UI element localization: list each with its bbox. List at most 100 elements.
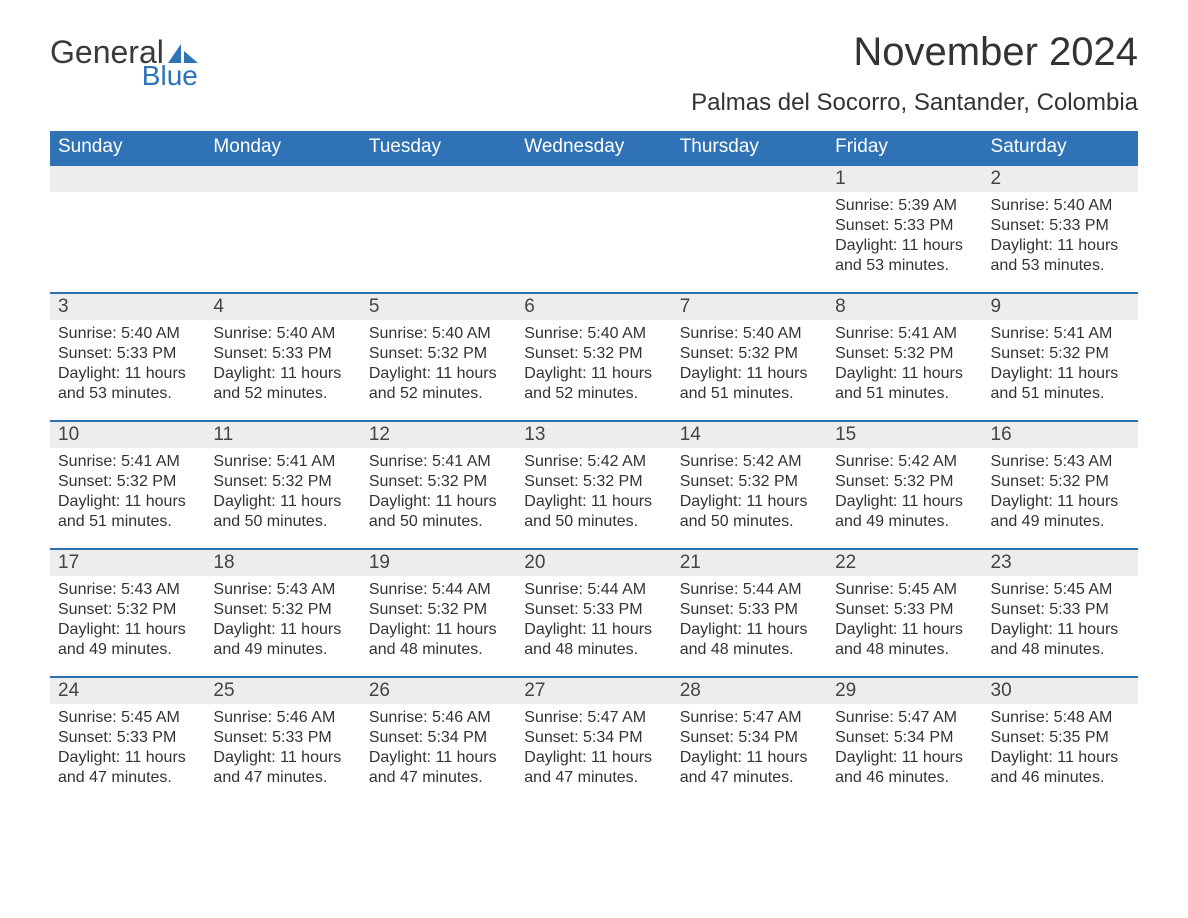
sunset-line: Sunset: 5:32 PM <box>991 472 1130 492</box>
sunrise-line: Sunrise: 5:45 AM <box>991 580 1130 600</box>
day-header: Tuesday <box>361 131 516 165</box>
daylight-line: Daylight: 11 hours and 50 minutes. <box>524 492 663 532</box>
location-subtitle: Palmas del Socorro, Santander, Colombia <box>691 89 1138 117</box>
daylight-line: Daylight: 11 hours and 46 minutes. <box>991 748 1130 788</box>
day-details: Sunrise: 5:47 AMSunset: 5:34 PMDaylight:… <box>516 704 671 792</box>
day-number: 28 <box>672 678 827 704</box>
day-number <box>205 166 360 192</box>
day-number <box>50 166 205 192</box>
day-number: 13 <box>516 422 671 448</box>
calendar-body: 1Sunrise: 5:39 AMSunset: 5:33 PMDaylight… <box>50 165 1138 805</box>
day-details: Sunrise: 5:40 AMSunset: 5:32 PMDaylight:… <box>672 320 827 408</box>
daylight-line: Daylight: 11 hours and 51 minutes. <box>991 364 1130 404</box>
day-number: 8 <box>827 294 982 320</box>
day-number: 1 <box>827 166 982 192</box>
sunset-line: Sunset: 5:33 PM <box>680 600 819 620</box>
day-details: Sunrise: 5:44 AMSunset: 5:32 PMDaylight:… <box>361 576 516 664</box>
calendar-week-row: 3Sunrise: 5:40 AMSunset: 5:33 PMDaylight… <box>50 293 1138 421</box>
sunrise-line: Sunrise: 5:43 AM <box>58 580 197 600</box>
day-number: 6 <box>516 294 671 320</box>
daylight-line: Daylight: 11 hours and 53 minutes. <box>835 236 974 276</box>
calendar-cell: 29Sunrise: 5:47 AMSunset: 5:34 PMDayligh… <box>827 677 982 805</box>
day-number: 11 <box>205 422 360 448</box>
sunset-line: Sunset: 5:32 PM <box>213 472 352 492</box>
daylight-line: Daylight: 11 hours and 48 minutes. <box>369 620 508 660</box>
daylight-line: Daylight: 11 hours and 48 minutes. <box>991 620 1130 660</box>
daylight-line: Daylight: 11 hours and 50 minutes. <box>213 492 352 532</box>
day-details: Sunrise: 5:47 AMSunset: 5:34 PMDaylight:… <box>827 704 982 792</box>
day-details: Sunrise: 5:41 AMSunset: 5:32 PMDaylight:… <box>827 320 982 408</box>
day-number: 2 <box>983 166 1138 192</box>
calendar-cell: 9Sunrise: 5:41 AMSunset: 5:32 PMDaylight… <box>983 293 1138 421</box>
day-number: 22 <box>827 550 982 576</box>
calendar-week-row: 10Sunrise: 5:41 AMSunset: 5:32 PMDayligh… <box>50 421 1138 549</box>
day-details: Sunrise: 5:40 AMSunset: 5:33 PMDaylight:… <box>50 320 205 408</box>
sunset-line: Sunset: 5:33 PM <box>58 728 197 748</box>
calendar-cell: 15Sunrise: 5:42 AMSunset: 5:32 PMDayligh… <box>827 421 982 549</box>
day-number: 27 <box>516 678 671 704</box>
calendar-cell: 3Sunrise: 5:40 AMSunset: 5:33 PMDaylight… <box>50 293 205 421</box>
calendar-cell: 17Sunrise: 5:43 AMSunset: 5:32 PMDayligh… <box>50 549 205 677</box>
daylight-line: Daylight: 11 hours and 52 minutes. <box>213 364 352 404</box>
calendar-cell: 5Sunrise: 5:40 AMSunset: 5:32 PMDaylight… <box>361 293 516 421</box>
day-number: 29 <box>827 678 982 704</box>
daylight-line: Daylight: 11 hours and 47 minutes. <box>213 748 352 788</box>
day-number: 30 <box>983 678 1138 704</box>
day-number: 15 <box>827 422 982 448</box>
calendar-cell: 8Sunrise: 5:41 AMSunset: 5:32 PMDaylight… <box>827 293 982 421</box>
calendar-cell: 20Sunrise: 5:44 AMSunset: 5:33 PMDayligh… <box>516 549 671 677</box>
sunrise-line: Sunrise: 5:48 AM <box>991 708 1130 728</box>
daylight-line: Daylight: 11 hours and 46 minutes. <box>835 748 974 788</box>
day-number: 20 <box>516 550 671 576</box>
sunrise-line: Sunrise: 5:45 AM <box>58 708 197 728</box>
sunrise-line: Sunrise: 5:42 AM <box>524 452 663 472</box>
sunrise-line: Sunrise: 5:41 AM <box>369 452 508 472</box>
daylight-line: Daylight: 11 hours and 48 minutes. <box>524 620 663 660</box>
calendar-cell: 18Sunrise: 5:43 AMSunset: 5:32 PMDayligh… <box>205 549 360 677</box>
calendar-cell <box>516 165 671 293</box>
sunrise-line: Sunrise: 5:39 AM <box>835 196 974 216</box>
day-details: Sunrise: 5:40 AMSunset: 5:33 PMDaylight:… <box>205 320 360 408</box>
day-number: 10 <box>50 422 205 448</box>
sunset-line: Sunset: 5:32 PM <box>991 344 1130 364</box>
sunrise-line: Sunrise: 5:43 AM <box>991 452 1130 472</box>
sunrise-line: Sunrise: 5:40 AM <box>58 324 197 344</box>
sunrise-line: Sunrise: 5:44 AM <box>524 580 663 600</box>
sunrise-line: Sunrise: 5:40 AM <box>524 324 663 344</box>
calendar-head: SundayMondayTuesdayWednesdayThursdayFrid… <box>50 131 1138 165</box>
calendar-table: SundayMondayTuesdayWednesdayThursdayFrid… <box>50 131 1138 805</box>
daylight-line: Daylight: 11 hours and 49 minutes. <box>835 492 974 532</box>
sunrise-line: Sunrise: 5:42 AM <box>835 452 974 472</box>
daylight-line: Daylight: 11 hours and 53 minutes. <box>991 236 1130 276</box>
daylight-line: Daylight: 11 hours and 49 minutes. <box>213 620 352 660</box>
calendar-week-row: 24Sunrise: 5:45 AMSunset: 5:33 PMDayligh… <box>50 677 1138 805</box>
sunset-line: Sunset: 5:34 PM <box>680 728 819 748</box>
day-details: Sunrise: 5:43 AMSunset: 5:32 PMDaylight:… <box>50 576 205 664</box>
calendar-cell: 13Sunrise: 5:42 AMSunset: 5:32 PMDayligh… <box>516 421 671 549</box>
sunrise-line: Sunrise: 5:40 AM <box>213 324 352 344</box>
daylight-line: Daylight: 11 hours and 50 minutes. <box>680 492 819 532</box>
sunset-line: Sunset: 5:34 PM <box>369 728 508 748</box>
calendar-cell: 6Sunrise: 5:40 AMSunset: 5:32 PMDaylight… <box>516 293 671 421</box>
day-header: Sunday <box>50 131 205 165</box>
day-details: Sunrise: 5:40 AMSunset: 5:32 PMDaylight:… <box>361 320 516 408</box>
sunrise-line: Sunrise: 5:44 AM <box>680 580 819 600</box>
calendar-cell: 14Sunrise: 5:42 AMSunset: 5:32 PMDayligh… <box>672 421 827 549</box>
sunrise-line: Sunrise: 5:41 AM <box>213 452 352 472</box>
day-details: Sunrise: 5:42 AMSunset: 5:32 PMDaylight:… <box>516 448 671 536</box>
day-details: Sunrise: 5:44 AMSunset: 5:33 PMDaylight:… <box>672 576 827 664</box>
day-number: 17 <box>50 550 205 576</box>
daylight-line: Daylight: 11 hours and 47 minutes. <box>524 748 663 788</box>
day-number <box>516 166 671 192</box>
day-number: 18 <box>205 550 360 576</box>
sunset-line: Sunset: 5:33 PM <box>213 728 352 748</box>
sunset-line: Sunset: 5:32 PM <box>369 600 508 620</box>
calendar-cell: 11 Sunrise: 5:41 AMSunset: 5:32 PMDayligh… <box>205 421 360 549</box>
day-details: Sunrise: 5:46 AMSunset: 5:34 PMDaylight:… <box>361 704 516 792</box>
sunrise-line: Sunrise: 5:41 AM <box>58 452 197 472</box>
calendar-cell: 23Sunrise: 5:45 AMSunset: 5:33 PMDayligh… <box>983 549 1138 677</box>
sunrise-line: Sunrise: 5:44 AM <box>369 580 508 600</box>
daylight-line: Daylight: 11 hours and 47 minutes. <box>58 748 197 788</box>
day-details: Sunrise: 5:41 AMSunset: 5:32 PMDaylight:… <box>361 448 516 536</box>
calendar-cell: 28Sunrise: 5:47 AMSunset: 5:34 PMDayligh… <box>672 677 827 805</box>
